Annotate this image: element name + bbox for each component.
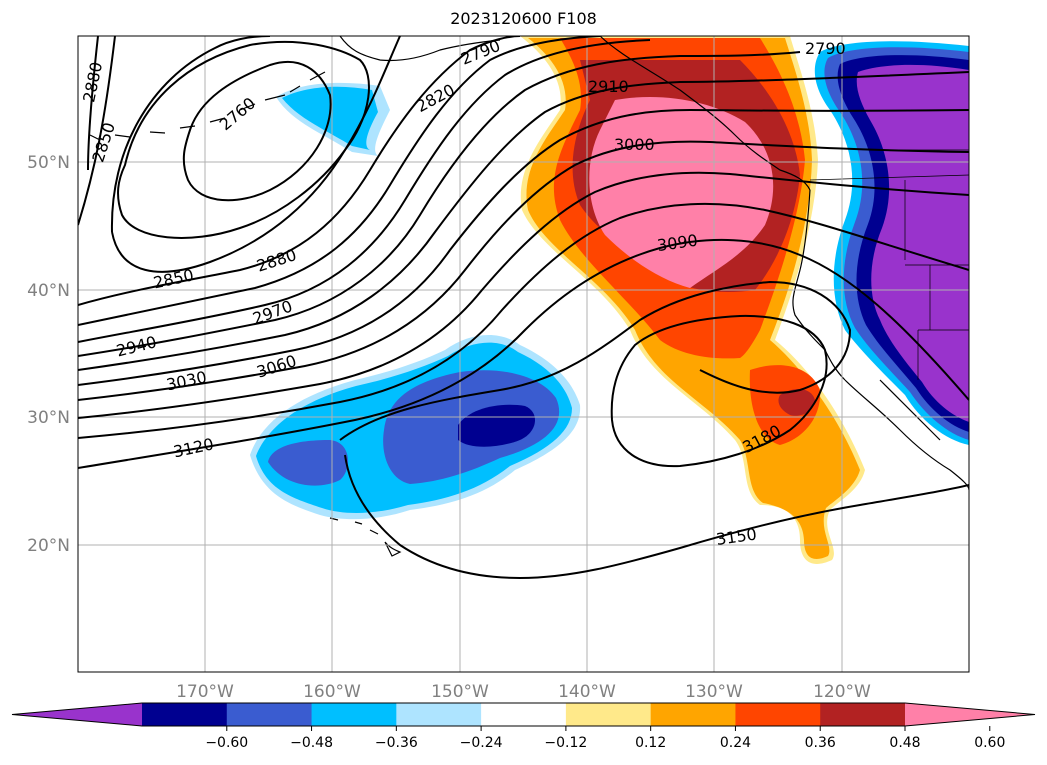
latitude-labels: 50°N 40°N 30°N 20°N <box>27 153 70 556</box>
colorbar: −0.60 −0.48 −0.36 −0.24 −0.12 0.12 0.24 0.36 0.4… <box>11 702 1036 751</box>
lon-label: 130°W <box>685 682 743 702</box>
graticule <box>78 36 969 672</box>
contour-label: 2940 <box>114 332 158 360</box>
height-contours <box>78 36 969 580</box>
hawaii-islands <box>329 517 402 557</box>
coastlines <box>89 36 969 557</box>
contour-3000 <box>78 171 969 419</box>
contour-3150 <box>344 454 969 580</box>
baja-coast <box>844 379 969 491</box>
colorbar-segment <box>311 703 397 726</box>
colorbar-segment <box>226 703 313 726</box>
neg-anomaly-subtropical-mid <box>268 370 560 486</box>
colorbar-tick-label: −0.60 <box>205 735 248 751</box>
gulf-of-california <box>879 379 941 441</box>
contour-2790 <box>78 36 521 306</box>
contour-label: 2820 <box>413 80 458 116</box>
colorbar-segment <box>481 703 567 726</box>
colorbar-extend-high <box>905 703 1035 726</box>
neg-anomaly-wna-core <box>856 64 969 423</box>
canada-us-border <box>809 174 969 181</box>
contour-2880-west <box>78 36 116 226</box>
contour-2880 <box>78 51 801 357</box>
colorbar-outline <box>11 702 1036 727</box>
contour-low-inner <box>182 60 332 202</box>
contour-label: 2790 <box>805 39 846 58</box>
colorbar-segment <box>820 703 906 726</box>
alaska-coast <box>339 36 501 62</box>
colorbar-tick-label: 0.24 <box>720 735 751 751</box>
us-west-coast <box>792 189 846 381</box>
colorbar-tick-label: 0.12 <box>635 735 666 751</box>
map-title: 2023120600 F108 <box>450 9 597 28</box>
colorbar-tick-label: −0.36 <box>375 735 418 751</box>
bc-coast <box>599 36 811 191</box>
contour-label: 2880 <box>254 245 299 276</box>
contour-3060 <box>78 238 969 469</box>
contour-label: 2760 <box>216 93 259 134</box>
contour-label: 2850 <box>152 265 196 292</box>
colorbar-extend-low <box>12 703 142 726</box>
contour-3120-loop <box>339 280 852 441</box>
state-borders <box>880 149 969 380</box>
colorbar-segment <box>565 703 652 726</box>
longitude-labels: 170°W 160°W 150°W 140°W 130°W 120°W <box>176 682 871 702</box>
contour-2820 <box>78 36 601 326</box>
contour-low-2 <box>117 40 370 239</box>
colorbar-segment <box>650 703 736 726</box>
contour-label: 3120 <box>172 434 216 461</box>
colorbar-segment <box>396 703 482 726</box>
lat-label: 40°N <box>27 281 70 301</box>
lon-label: 170°W <box>176 682 234 702</box>
colorbar-tick-label: −0.24 <box>460 735 503 751</box>
contour-low-3 <box>110 36 401 273</box>
contour-2910 <box>78 71 969 371</box>
colorbar-tick-label: 0.60 <box>974 735 1005 751</box>
contour-3180 <box>610 314 828 468</box>
lon-label: 150°W <box>431 682 489 702</box>
colorbar-segment <box>142 703 228 726</box>
contour-label: 2880 <box>79 60 106 104</box>
neg-anomaly-subtropical-core <box>458 404 536 447</box>
map-frame <box>77 35 970 673</box>
lon-label: 160°W <box>303 682 361 702</box>
lon-label: 140°W <box>558 682 616 702</box>
lat-label: 50°N <box>27 153 70 173</box>
colorbar-tick-label: −0.48 <box>290 735 333 751</box>
contour-2970 <box>78 140 969 401</box>
contour-3030 <box>78 202 969 439</box>
colorbar-tick-label: 0.36 <box>805 735 836 751</box>
contour-label: 2850 <box>88 120 119 165</box>
contour-2850-west <box>87 36 99 171</box>
contour-2940 <box>78 108 969 386</box>
colorbar-tick-label: 0.48 <box>889 735 920 751</box>
contour-label: 2910 <box>588 77 629 96</box>
contour-label: 2970 <box>250 296 295 328</box>
lat-label: 30°N <box>27 408 70 428</box>
lon-label: 120°W <box>813 682 871 702</box>
shaded-field <box>250 36 969 564</box>
lat-label: 20°N <box>27 536 70 556</box>
contour-label: 3000 <box>614 135 655 154</box>
contour-label: 2790 <box>458 36 503 69</box>
contour-2850 <box>78 39 651 343</box>
colorbar-segment <box>735 703 821 726</box>
colorbar-tick-label: −0.12 <box>544 735 587 751</box>
